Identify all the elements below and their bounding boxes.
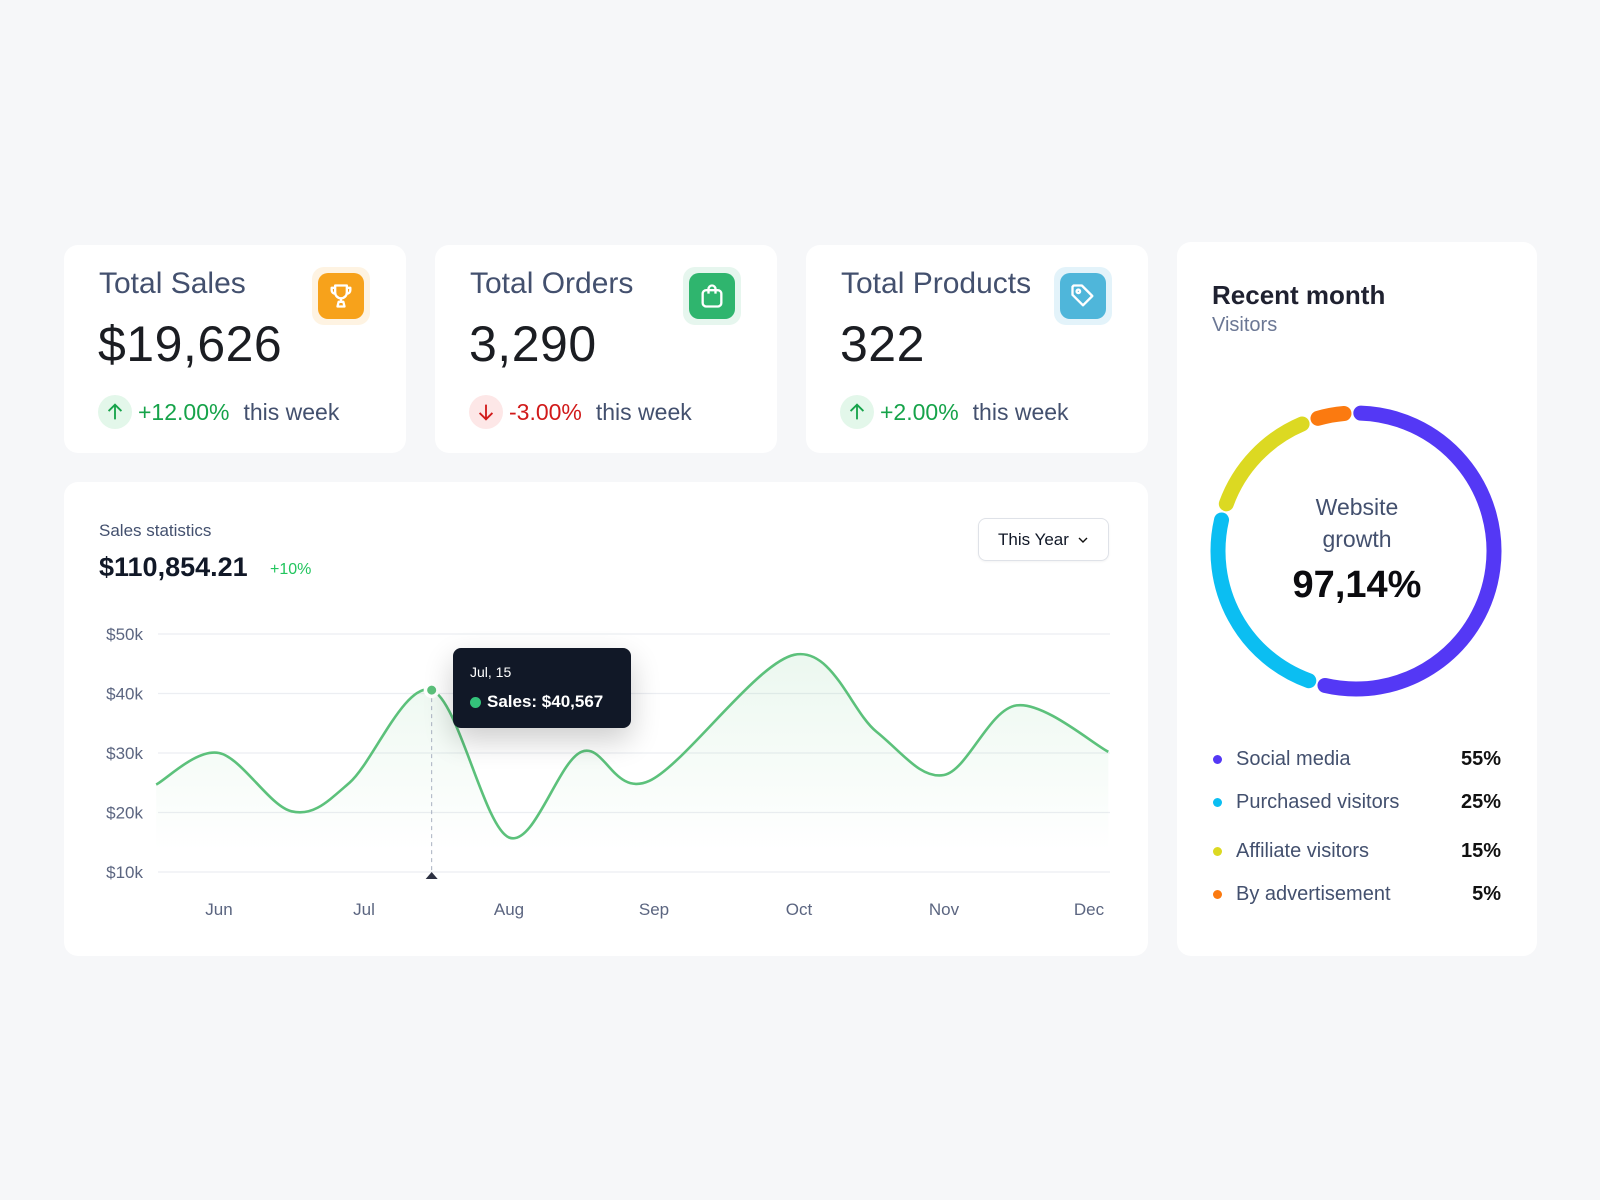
- donut-segment: [1310, 406, 1352, 426]
- legend-label: Purchased visitors: [1236, 791, 1400, 813]
- tag-icon: [1054, 267, 1112, 325]
- legend-dot: [1213, 755, 1222, 764]
- donut-segment: [1317, 405, 1502, 697]
- stat-value: $19,626: [98, 316, 283, 372]
- arrow-up-icon: [840, 395, 874, 429]
- sales-total: $110,854.21: [99, 552, 248, 582]
- stat-trend: +12.00% this week: [98, 395, 339, 429]
- stat-value: 322: [840, 316, 925, 372]
- legend-value: 15%: [1460, 840, 1501, 862]
- visitors-title: Recent month: [1212, 280, 1386, 310]
- donut-segment: [1218, 416, 1310, 512]
- legend-item: Purchased visitors 25%: [1213, 791, 1501, 814]
- donut-segment: [1210, 512, 1317, 689]
- sales-delta: +10%: [270, 561, 312, 578]
- legend-label: By advertisement: [1236, 883, 1391, 905]
- range-dropdown[interactable]: This Year: [978, 518, 1109, 561]
- legend-label: Social media: [1236, 748, 1351, 770]
- stat-card-total-products: Total Products 322 +2.00% this week: [806, 245, 1148, 453]
- visitors-subtitle: Visitors: [1212, 314, 1278, 336]
- legend-label: Affiliate visitors: [1236, 840, 1370, 862]
- sales-label: Sales statistics: [99, 521, 212, 540]
- legend-value: 25%: [1460, 791, 1501, 813]
- legend-item: Social media 55%: [1213, 748, 1501, 771]
- tooltip-date: Jul, 15: [470, 664, 512, 680]
- stat-period: this week: [595, 398, 692, 425]
- stat-period: this week: [243, 398, 340, 425]
- legend-item: By advertisement 5%: [1213, 883, 1501, 906]
- stat-value: 3,290: [469, 316, 597, 372]
- center-label-1: Website: [1315, 494, 1399, 520]
- legend-value: 5%: [1472, 883, 1501, 905]
- stat-trend: -3.00% this week: [469, 395, 692, 429]
- shopping-bag-icon: [683, 267, 741, 325]
- trophy-icon: [312, 267, 370, 325]
- chart-tooltip: Jul, 15 Sales: $40,567: [453, 648, 631, 728]
- stat-title: Total Orders: [470, 267, 634, 300]
- visitors-donut-chart: [1210, 405, 1502, 697]
- stat-change: +2.00%: [880, 398, 959, 425]
- stat-change: +12.00%: [138, 398, 230, 425]
- stat-title: Total Sales: [99, 267, 246, 300]
- center-value: 97,14%: [1292, 564, 1422, 606]
- stat-period: this week: [972, 398, 1069, 425]
- tooltip-value: Sales: $40,567: [487, 692, 604, 711]
- arrow-down-icon: [469, 395, 503, 429]
- stat-change: -3.00%: [509, 398, 582, 425]
- series-dot: [470, 696, 481, 708]
- legend-dot: [1213, 847, 1222, 856]
- legend-dot: [1213, 890, 1222, 899]
- visitors-card: Recent month Visitors Website growth 97,…: [1177, 242, 1537, 956]
- stat-trend: +2.00% this week: [840, 395, 1069, 429]
- legend-dot: [1213, 798, 1222, 807]
- arrow-up-icon: [98, 395, 132, 429]
- stat-title: Total Products: [841, 267, 1032, 300]
- center-label-2: growth: [1322, 526, 1392, 552]
- range-label: This Year: [998, 529, 1069, 549]
- legend-item: Affiliate visitors 15%: [1213, 840, 1501, 863]
- chevron-down-icon: [1078, 537, 1088, 543]
- stat-card-total-sales: Total Sales $19,626 +12.00% this week: [64, 245, 406, 453]
- legend-value: 55%: [1460, 748, 1501, 770]
- stat-card-total-orders: Total Orders 3,290 -3.00% this week: [435, 245, 777, 453]
